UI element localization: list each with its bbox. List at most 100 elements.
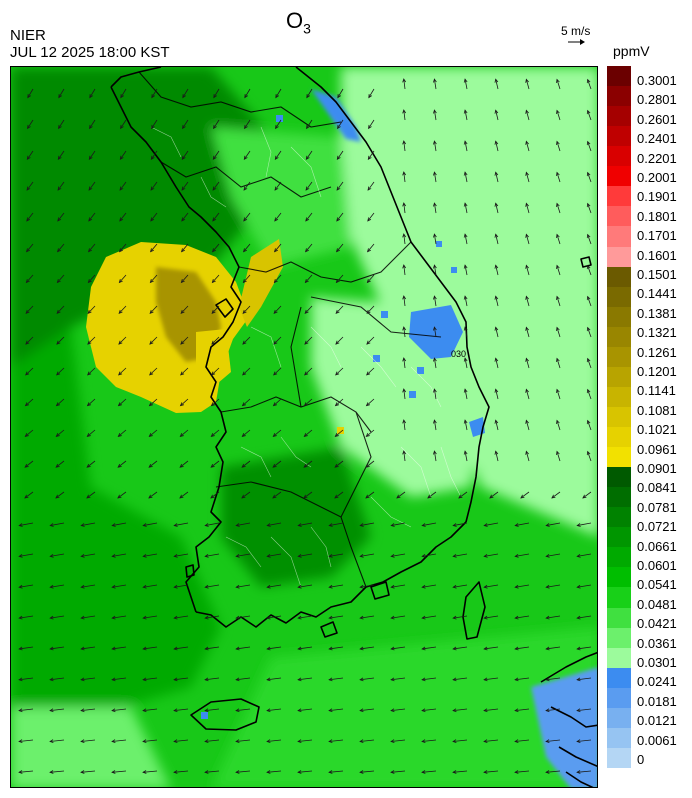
map-canvas: 030 [11,67,597,787]
wind-vector [396,491,406,499]
legend-swatch [607,647,631,669]
wind-vector-head [204,739,209,744]
wind-vector-head [235,677,240,682]
wind-vector [242,367,251,376]
wind-vector-head [586,388,591,394]
wind-vector-head [173,554,178,558]
wind-vector [515,553,530,557]
wind-vector-head [514,739,519,744]
wind-vector-head [211,371,216,376]
wind-vector-head [118,279,123,284]
wind-vector [149,336,158,345]
legend-swatch [607,146,631,167]
wind-vector [298,770,313,773]
wind-vector [556,79,561,90]
wind-vector [515,646,530,650]
legend-label: 0.1381 [637,305,677,321]
wind-vector [87,398,96,406]
wind-vector [434,327,437,338]
wind-vector-head [306,94,310,99]
wind-vector [150,181,158,191]
wind-vector [525,420,530,431]
wind-vector [205,739,220,742]
wind-vector-head [483,708,488,713]
wind-vector [515,615,530,619]
wind-vector [143,522,158,526]
wind-vector-head [204,523,209,527]
wind-vector [422,739,437,742]
legend-label: 0.0601 [637,558,677,573]
wind-vector-head [390,646,395,651]
wind-vector-head [89,124,93,130]
wind-vector [143,584,158,588]
wind-vector [150,150,158,160]
wind-vector-head [525,295,529,300]
wind-vector-head [433,202,437,207]
wind-vector [174,522,189,526]
wind-vector-head [49,615,54,620]
wind-vector [24,460,34,468]
wind-vector-head [367,155,372,160]
wind-vector-head [173,615,178,620]
wind-vector [546,708,561,712]
wind-vector-head [368,94,372,99]
wind-vector-head [58,94,62,99]
wind-vector [422,646,437,650]
wind-vector [19,615,34,619]
legend-swatch [607,326,631,348]
wind-vector-head [304,340,309,345]
legend-swatch [607,607,631,629]
wind-vector-head [359,523,364,527]
wind-vector-head [173,523,178,527]
wind-vector [267,770,282,773]
wind-vector [525,327,530,338]
wind-vector-head [433,295,437,300]
wind-vector [236,708,251,712]
wind-vector-head [181,155,186,160]
wind-vector-head [433,171,437,176]
wind-vector [434,451,437,462]
coastline [110,67,597,787]
wind-vector-head [525,78,529,83]
wind-vector-head [359,646,364,651]
wind-vector-head [494,419,499,424]
legend-label: 0.0241 [637,674,677,690]
wind-vector-head [86,402,91,407]
wind-vector [403,141,406,152]
wind-vector-head [274,155,279,160]
wind-vector [403,110,406,121]
wind-vector-head [80,554,85,558]
wind-vector-head [489,494,494,499]
wind-vector [143,739,158,742]
wind-vector-head [304,371,309,376]
wind-vector [515,739,530,742]
wind-vector [212,274,220,283]
legend-swatch [607,66,631,87]
wind-vector [329,770,344,773]
district-b [250,326,442,408]
wind-vector-head [80,615,85,620]
border-d [290,306,372,588]
wind-vector-head [337,124,341,130]
wind-vector [303,460,313,468]
legend-label: 0.0781 [637,499,677,515]
wind-vector [24,491,34,499]
wind-vector-head [556,78,560,83]
wind-vector [19,708,34,712]
wind-vector [56,305,65,314]
wind-vector [556,234,561,245]
wind-vector-head [235,739,240,744]
wind-vector [182,88,189,98]
wind-vector-head [18,770,23,774]
wind-vector-head [142,646,147,651]
wind-vector [337,88,344,98]
wind-vector [120,119,127,129]
wind-vector-head [297,615,302,620]
wind-vector-head [211,309,216,314]
wind-vector [484,708,499,712]
wind-vector-head [87,340,92,345]
wind-vector-head [49,523,54,527]
field-dark-northwest [11,67,271,367]
wind-vector-head [452,615,457,620]
wind-vector [366,305,375,314]
